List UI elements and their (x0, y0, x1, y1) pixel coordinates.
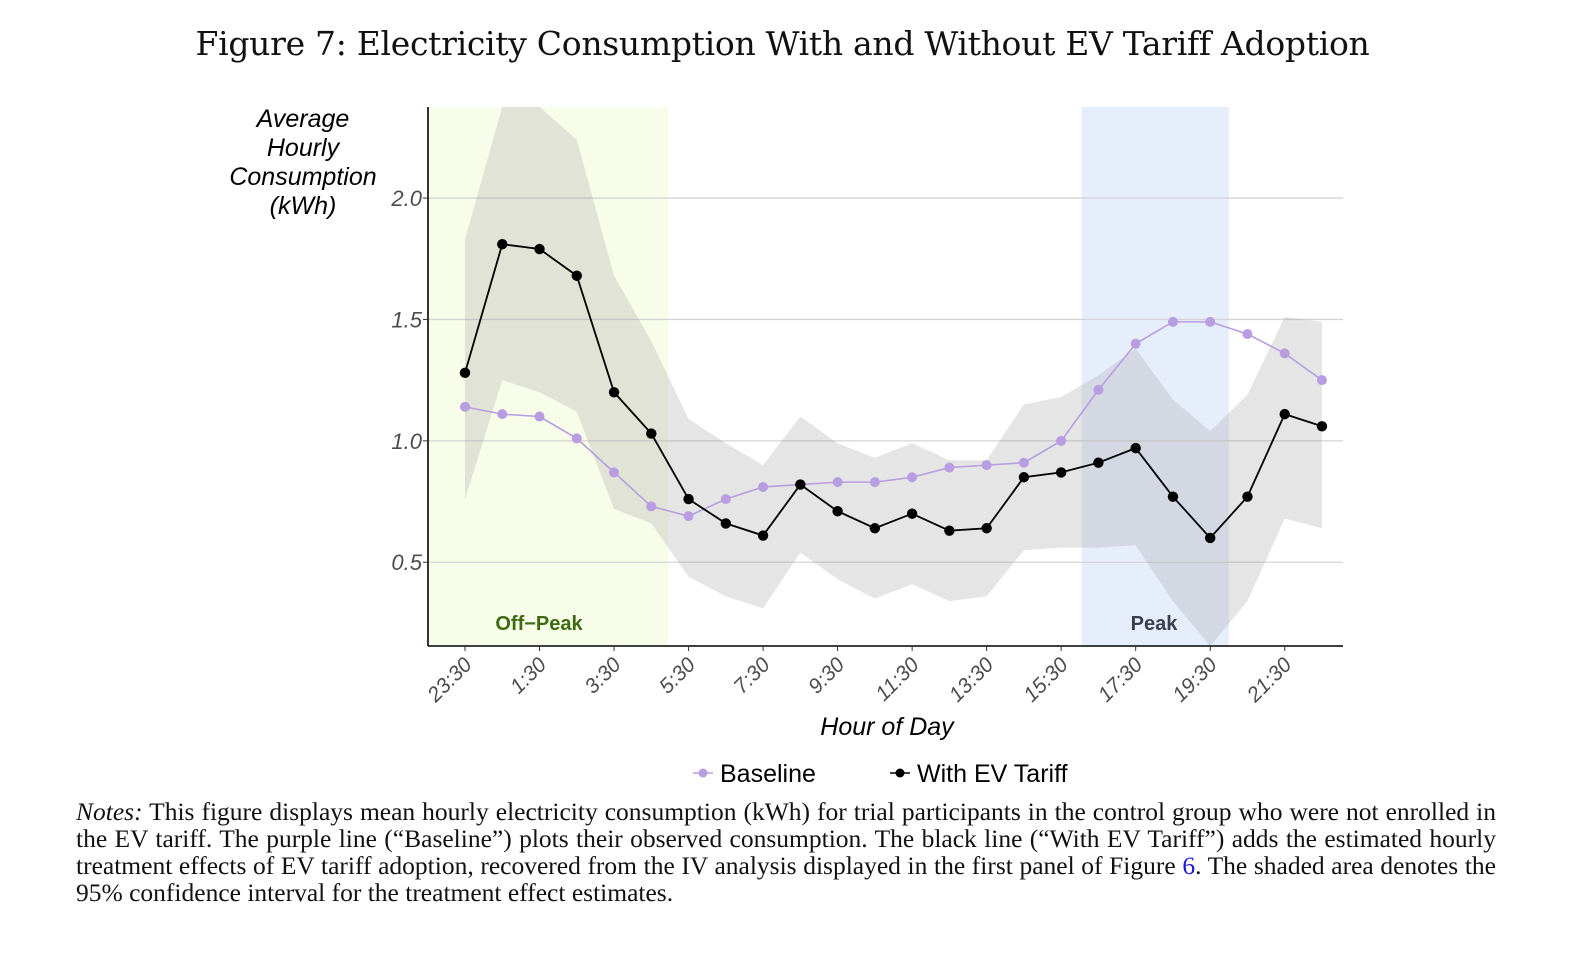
shaded-regions: Off−Peak Peak (429, 107, 1229, 646)
point-with-ev-tariff (795, 479, 806, 490)
point-baseline (1093, 384, 1104, 395)
x-tick-label: 15:30 (1019, 653, 1073, 707)
point-with-ev-tariff (608, 387, 620, 398)
peak-label: Peak (1131, 613, 1179, 635)
point-baseline (1279, 348, 1290, 359)
point-baseline (609, 467, 620, 478)
x-tick-label: 19:30 (1168, 653, 1222, 707)
point-with-ev-tariff (981, 523, 992, 534)
point-baseline (981, 460, 992, 471)
confidence-band-area (465, 107, 1322, 646)
x-tick-label: 17:30 (1094, 653, 1148, 707)
off-peak-label: Off−Peak (495, 613, 583, 635)
point-with-ev-tariff (757, 530, 769, 541)
y-axis-title-line: Consumption (229, 163, 376, 191)
point-with-ev-tariff (1093, 457, 1104, 468)
chart: Off−Peak Peak 0.5 1.0 1.5 2.0 23:30 1:30 3:30 5:… (229, 105, 1343, 788)
x-tick-label: 11:30 (871, 653, 924, 706)
point-baseline (1316, 375, 1327, 386)
point-baseline (1018, 457, 1029, 468)
point-baseline (720, 494, 731, 505)
x-axis-title: Hour of Day (820, 713, 955, 741)
x-tick-label: 5:30 (655, 653, 700, 698)
x-tick-label: 1:30 (506, 653, 551, 698)
point-with-ev-tariff (1018, 472, 1030, 483)
notes-text-end: . The shaded area denotes the 95% confid… (76, 851, 1496, 907)
point-with-ev-tariff (497, 238, 508, 250)
point-baseline (1130, 338, 1141, 349)
point-with-ev-tariff (1167, 491, 1179, 502)
point-with-ev-tariff (1316, 421, 1328, 432)
point-baseline (907, 472, 918, 483)
point-baseline (1167, 316, 1178, 327)
point-with-ev-tariff (683, 493, 694, 505)
point-with-ev-tariff (571, 270, 582, 281)
point-with-ev-tariff (1279, 408, 1290, 420)
legend-label-baseline: Baseline (720, 760, 816, 788)
point-baseline (758, 481, 769, 492)
figure-notes: Notes: This figure displays mean hourly … (76, 798, 1496, 906)
notes-label: Notes: (76, 797, 143, 826)
legend-marker-with-ev-tariff (895, 768, 905, 778)
point-with-ev-tariff (459, 367, 471, 379)
axes (423, 107, 1343, 651)
point-with-ev-tariff (1205, 532, 1216, 544)
region-off-peak (429, 107, 669, 646)
point-with-ev-tariff (534, 243, 545, 255)
line-baseline (464, 321, 1323, 517)
series-lines (464, 243, 1323, 540)
point-baseline (571, 433, 582, 444)
point-baseline (869, 477, 880, 488)
y-axis-title-line: Hourly (267, 134, 341, 162)
legend-label-with-ev-tariff: With EV Tariff (917, 760, 1068, 788)
y-tick-label: 1.5 (391, 307, 422, 332)
legend-marker-baseline (698, 768, 708, 778)
point-baseline (944, 462, 955, 473)
point-with-ev-tariff (832, 506, 843, 517)
point-baseline (1242, 329, 1253, 340)
point-with-ev-tariff (720, 518, 732, 529)
point-baseline (497, 409, 508, 420)
point-baseline (460, 401, 470, 412)
point-with-ev-tariff (1130, 442, 1141, 454)
point-with-ev-tariff (869, 523, 881, 534)
y-axis-title-line: (kWh) (270, 192, 337, 220)
point-baseline (1205, 316, 1216, 327)
x-tick-label: 3:30 (580, 653, 625, 698)
x-tick-label: 23:30 (422, 653, 476, 707)
point-baseline (832, 477, 843, 488)
point-baseline (1056, 435, 1067, 446)
x-tick-label: 13:30 (945, 653, 999, 707)
point-with-ev-tariff (906, 508, 918, 519)
point-with-ev-tariff (1055, 467, 1067, 478)
point-baseline (534, 411, 545, 422)
y-tick-label: 1.0 (391, 429, 422, 454)
y-axis-title-line: Average (255, 105, 350, 133)
region-peak (1081, 107, 1229, 646)
x-tick-label: 21:30 (1242, 653, 1296, 707)
legend: Baseline With EV Tariff (693, 760, 1068, 788)
line-with-ev-tariff (464, 243, 1323, 540)
point-baseline (646, 501, 657, 512)
series-points (459, 238, 1328, 544)
confidence-band (465, 107, 1322, 646)
figure-reference-link[interactable]: 6 (1182, 851, 1196, 880)
point-baseline (683, 511, 694, 522)
x-tick-label: 9:30 (804, 653, 849, 698)
point-with-ev-tariff (1242, 491, 1253, 502)
point-with-ev-tariff (646, 428, 657, 439)
notes-text: This figure displays mean hourly electri… (76, 797, 1496, 880)
y-tick-label: 2.0 (390, 186, 422, 211)
point-with-ev-tariff (944, 525, 955, 536)
x-tick-label: 7:30 (729, 653, 774, 698)
figure-title: Figure 7: Electricity Consumption With a… (195, 24, 1370, 63)
y-tick-label: 0.5 (391, 550, 422, 575)
